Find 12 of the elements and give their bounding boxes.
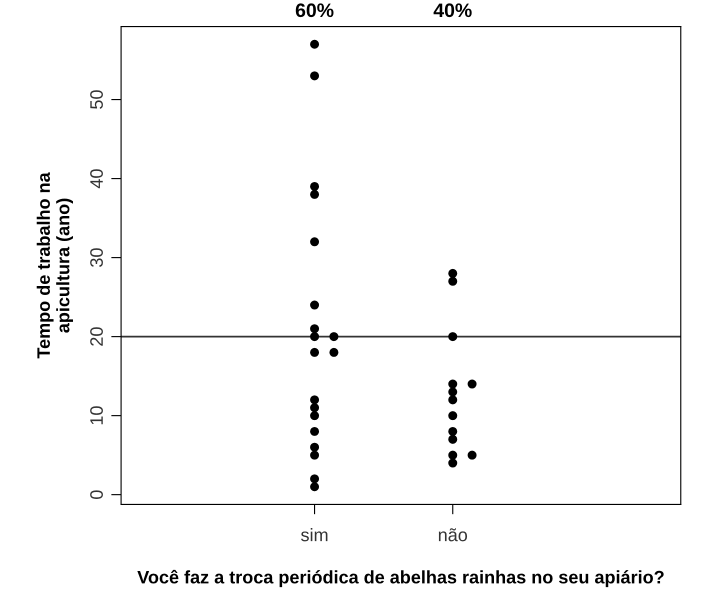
y-tick-label: 50	[90, 90, 103, 109]
x-tick-label: não	[438, 528, 468, 542]
y-tick-label: 40	[90, 169, 103, 188]
text: 60%	[296, 3, 334, 18]
y-tick-label: 30	[90, 248, 103, 267]
x-tick-label: sim	[301, 528, 328, 542]
y-tick-label: 20	[90, 327, 103, 346]
text: 40%	[434, 3, 472, 18]
y-tick-label: 10	[90, 406, 103, 424]
x-axis-title: Você faz a troca periódica de abelhas rainhas no seu apiário?	[137, 570, 664, 588]
y-axis-title: Tempo de trabalho na apicultura (ano)	[36, 172, 74, 358]
y-tick-label: 0	[90, 490, 103, 499]
